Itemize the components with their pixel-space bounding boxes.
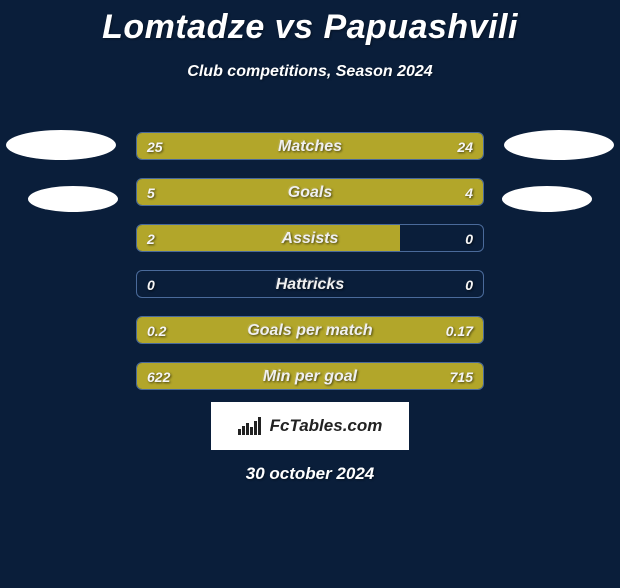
stat-label: Hattricks <box>137 271 483 298</box>
stat-row: 25Matches24 <box>136 132 484 160</box>
team-right-logo-placeholder <box>502 186 592 212</box>
stat-value-right: 0 <box>465 271 473 298</box>
source-logo-text: FcTables.com <box>270 416 383 436</box>
stat-value-right: 0.17 <box>446 317 473 344</box>
stat-label: Goals <box>137 179 483 206</box>
stat-value-right: 24 <box>457 133 473 160</box>
stat-label: Min per goal <box>137 363 483 390</box>
source-logo: FcTables.com <box>211 402 409 450</box>
stat-row: 5Goals4 <box>136 178 484 206</box>
stat-row: 0Hattricks0 <box>136 270 484 298</box>
comparison-bars: 25Matches245Goals42Assists00Hattricks00.… <box>136 132 484 408</box>
team-left-logo-placeholder <box>28 186 118 212</box>
stat-label: Goals per match <box>137 317 483 344</box>
stat-label: Assists <box>137 225 483 252</box>
stat-value-right: 4 <box>465 179 473 206</box>
bar-chart-icon <box>238 417 264 435</box>
stat-value-right: 715 <box>450 363 473 390</box>
footer-date: 30 october 2024 <box>0 464 620 484</box>
stat-row: 622Min per goal715 <box>136 362 484 390</box>
player-left-photo-placeholder <box>6 130 116 160</box>
page-subtitle: Club competitions, Season 2024 <box>0 63 620 81</box>
stat-value-right: 0 <box>465 225 473 252</box>
stat-row: 2Assists0 <box>136 224 484 252</box>
player-right-photo-placeholder <box>504 130 614 160</box>
page-title: Lomtadze vs Papuashvili <box>0 8 620 47</box>
stat-label: Matches <box>137 133 483 160</box>
stat-row: 0.2Goals per match0.17 <box>136 316 484 344</box>
